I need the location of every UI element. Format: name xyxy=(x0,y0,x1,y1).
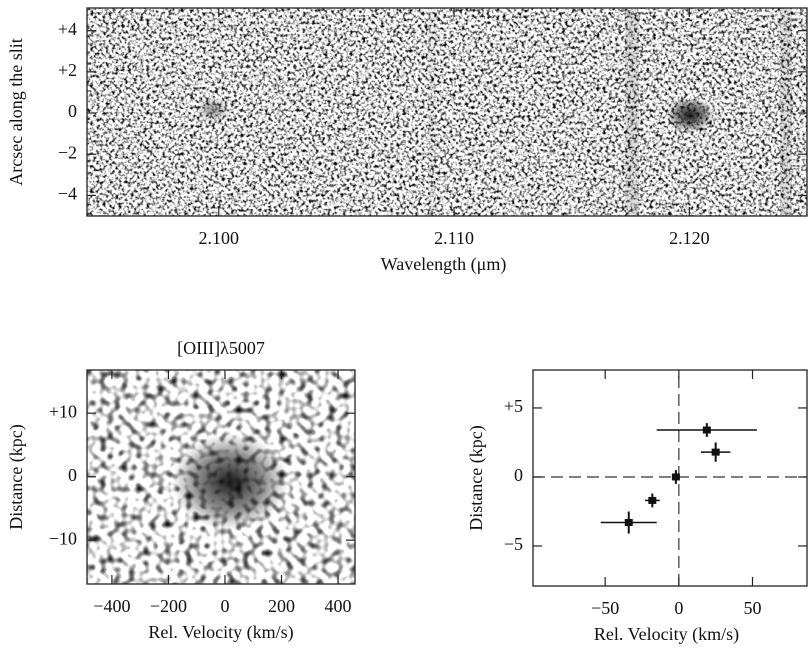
x-tick-label: 0 xyxy=(674,598,683,618)
y-tick-label: −4 xyxy=(58,184,77,204)
x-tick-label: 200 xyxy=(268,596,295,616)
y-tick-label: +4 xyxy=(58,19,77,39)
y-tick-label: −5 xyxy=(504,534,523,554)
plot-frame xyxy=(86,7,808,217)
point xyxy=(648,496,657,504)
x-axis-label: Wavelength (μm) xyxy=(381,254,507,275)
y-tick-label: +5 xyxy=(504,396,523,416)
velocity-image xyxy=(87,370,355,584)
x-tick-label: −400 xyxy=(93,596,130,616)
x-tick-label: 2.120 xyxy=(669,228,710,248)
x-tick-label: −200 xyxy=(150,596,187,616)
point xyxy=(711,448,720,456)
x-tick-label: 50 xyxy=(743,598,761,618)
point xyxy=(702,426,711,434)
x-tick-label: 2.100 xyxy=(199,228,240,248)
point xyxy=(671,473,680,481)
spectrum-image xyxy=(87,8,807,216)
panel-title: [OIII]λ5007 xyxy=(177,338,265,358)
y-tick-label: +10 xyxy=(49,401,77,421)
y-axis-label: Arcsec along the slit xyxy=(6,38,26,185)
y-axis-label: Distance (kpc) xyxy=(6,424,27,529)
x-tick-label: 2.110 xyxy=(434,228,474,248)
x-tick-label: −50 xyxy=(591,598,619,618)
y-tick-label: −2 xyxy=(58,142,77,162)
x-tick-label: 400 xyxy=(325,596,352,616)
y-tick-label: 0 xyxy=(68,101,77,121)
y-tick-label: 0 xyxy=(514,465,523,485)
x-tick-label: 0 xyxy=(220,596,229,616)
x-axis-label: Rel. Velocity (km/s) xyxy=(148,622,293,643)
y-tick-label: 0 xyxy=(68,465,77,485)
point xyxy=(624,519,633,527)
y-tick-label: −10 xyxy=(49,528,77,548)
x-axis-label: Rel. Velocity (km/s) xyxy=(594,624,739,645)
plot-frame xyxy=(532,369,808,587)
y-tick-label: +2 xyxy=(58,60,77,80)
y-axis-label: Distance (kpc) xyxy=(466,425,487,530)
